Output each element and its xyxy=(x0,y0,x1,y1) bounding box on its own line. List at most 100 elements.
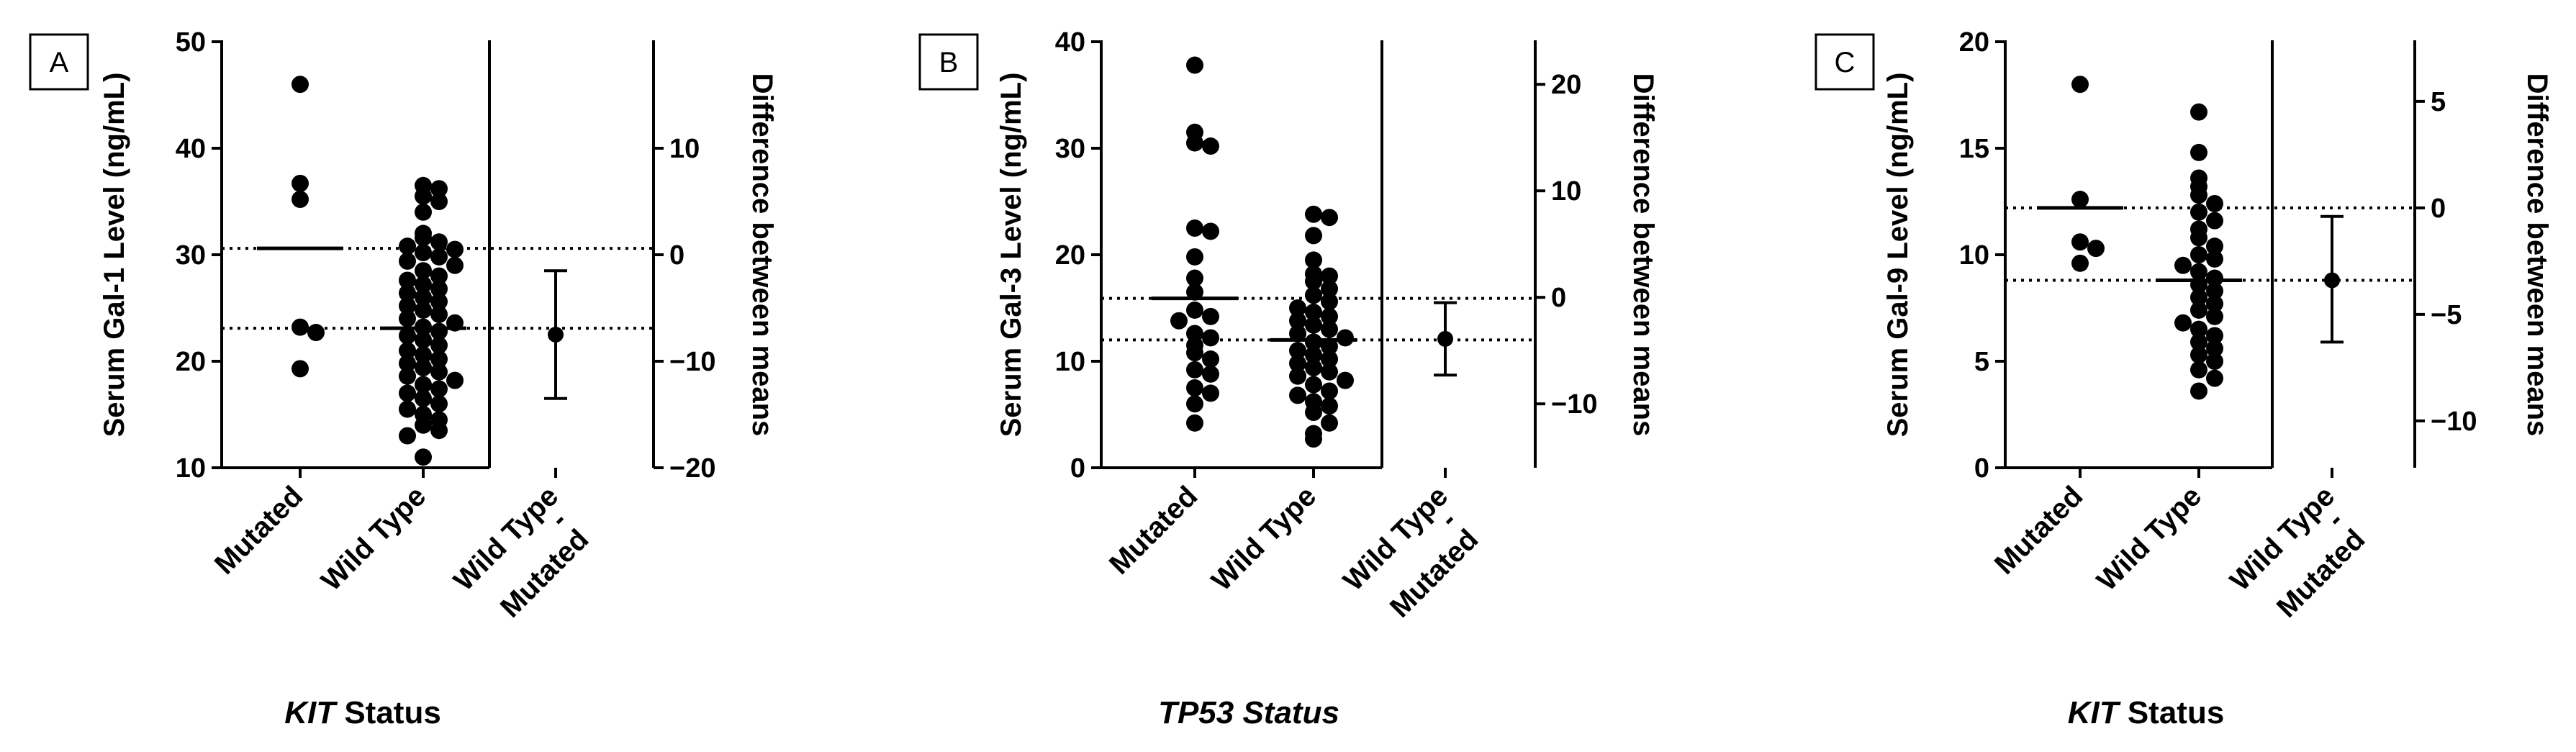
wild-type-point xyxy=(415,448,432,466)
y-tick-label: 0 xyxy=(1070,453,1085,484)
wild-type-point xyxy=(415,203,432,221)
y-right-tick-label: −5 xyxy=(2431,300,2462,330)
wild-type-point xyxy=(430,233,448,251)
y-tick-label: 20 xyxy=(1055,240,1085,271)
wild-type-point xyxy=(430,267,448,285)
y-axis-title: Serum Gal-1 Level (ng/mL) xyxy=(99,73,130,438)
wild-type-point xyxy=(415,389,432,407)
wild-type-point xyxy=(1305,227,1322,245)
mutated-point xyxy=(1186,283,1203,301)
wild-type-point xyxy=(1321,320,1338,338)
y-tick-label: 10 xyxy=(1055,347,1085,377)
wild-type-point xyxy=(1337,329,1354,347)
y-tick-label: 40 xyxy=(1055,27,1085,58)
mutated-point xyxy=(2071,191,2089,209)
wild-type-point xyxy=(415,229,432,247)
y-tick-label: 30 xyxy=(1055,134,1085,164)
y-right-tick-label: 20 xyxy=(1551,70,1581,100)
y-right-tick-label: −10 xyxy=(669,347,715,377)
wild-type-point xyxy=(1305,404,1322,422)
wild-type-point xyxy=(430,280,448,298)
mutated-point xyxy=(1186,344,1203,362)
wild-type-point xyxy=(399,342,416,360)
wild-type-point xyxy=(2190,103,2207,121)
wild-type-point xyxy=(415,331,432,349)
mutated-point xyxy=(292,76,309,94)
wild-type-point xyxy=(399,427,416,445)
mutated-point xyxy=(1186,414,1203,432)
wild-type-point xyxy=(2190,186,2207,204)
wild-type-point xyxy=(2206,212,2223,230)
wild-type-point xyxy=(2206,295,2223,313)
y-tick-label: 10 xyxy=(1959,240,1989,271)
panel-b: B 0 10 20 30 40 −10 0 10 20 Serum Gal-3 Level (ng/… xyxy=(918,27,1659,730)
mutated-point xyxy=(1202,350,1219,368)
wild-type-point xyxy=(430,322,448,340)
wild-type-point xyxy=(1289,299,1306,317)
x-axis-title-rest: Status xyxy=(2119,695,2225,730)
wild-type-point xyxy=(1305,376,1322,394)
wild-type-point xyxy=(399,237,416,255)
y-right-tick-label: 0 xyxy=(1551,283,1566,313)
wild-type-point xyxy=(1321,307,1338,325)
wild-type-point xyxy=(1305,286,1322,304)
mutated-point xyxy=(1186,361,1203,379)
wild-type-point xyxy=(1305,430,1322,448)
wild-type-point xyxy=(399,327,416,345)
wild-type-point xyxy=(399,284,416,302)
wild-type-point xyxy=(399,400,416,418)
wild-type-point xyxy=(415,301,432,319)
wild-type-point xyxy=(2190,276,2207,294)
wild-type-point xyxy=(1305,316,1322,334)
mutated-point xyxy=(1202,222,1219,240)
x-axis-title-italic: TP53 Status xyxy=(1158,695,1339,730)
wild-type-point xyxy=(1289,386,1306,404)
wild-type-point xyxy=(430,350,448,368)
y-tick-label: 15 xyxy=(1959,134,1989,164)
mutated-point xyxy=(1202,307,1219,325)
wild-type-point xyxy=(415,187,432,205)
y-right-axis-title: Difference between means xyxy=(1627,73,1659,437)
mutated-point xyxy=(1202,329,1219,347)
wild-type-point xyxy=(415,318,432,336)
y-axis-title: Serum Gal-9 Level (ng/mL) xyxy=(1882,73,1914,438)
mutated-point xyxy=(1186,301,1203,319)
mutated-point xyxy=(1170,312,1188,330)
difference-estimate-point xyxy=(1437,330,1453,347)
wild-type-point xyxy=(415,244,432,262)
wild-type-point xyxy=(2190,333,2207,351)
y-tick-label: 20 xyxy=(1959,27,1989,58)
mutated-point xyxy=(2071,254,2089,272)
wild-type-point xyxy=(2206,353,2223,370)
wild-type-point xyxy=(446,256,464,274)
wild-type-point xyxy=(415,376,432,394)
panel-letter: C xyxy=(1835,47,1856,78)
wild-type-point xyxy=(2174,314,2192,332)
wild-type-point xyxy=(2206,250,2223,268)
wild-type-point xyxy=(430,395,448,413)
wild-type-point xyxy=(446,240,464,258)
wild-type-point xyxy=(415,262,432,280)
panel-c: C 0 5 10 15 20 −10 −5 0 5 Serum Gal-9 Level (ng/mL… xyxy=(1815,27,2553,730)
category-label-wild-type: Wild Type xyxy=(1206,480,1322,597)
y-right-tick-label: −20 xyxy=(669,453,715,484)
wild-type-point xyxy=(1305,358,1322,376)
panel-letter-box xyxy=(918,33,979,91)
wild-type-point xyxy=(446,314,464,332)
y-tick-label: 0 xyxy=(1974,453,1989,484)
wild-type-point xyxy=(1337,371,1354,389)
difference-estimate-point xyxy=(548,327,564,343)
wild-type-point xyxy=(2190,143,2207,161)
wild-type-point xyxy=(1305,333,1322,351)
wild-type-point xyxy=(430,363,448,381)
y-tick-label: 40 xyxy=(176,134,206,164)
mutated-point xyxy=(1202,137,1219,155)
wild-type-point xyxy=(430,336,448,354)
wild-type-point xyxy=(1321,293,1338,311)
wild-type-point xyxy=(430,380,448,398)
mutated-point xyxy=(292,174,309,192)
x-axis-title-rest: Status xyxy=(335,695,441,730)
wild-type-point xyxy=(1321,382,1338,400)
wild-type-point xyxy=(430,305,448,323)
